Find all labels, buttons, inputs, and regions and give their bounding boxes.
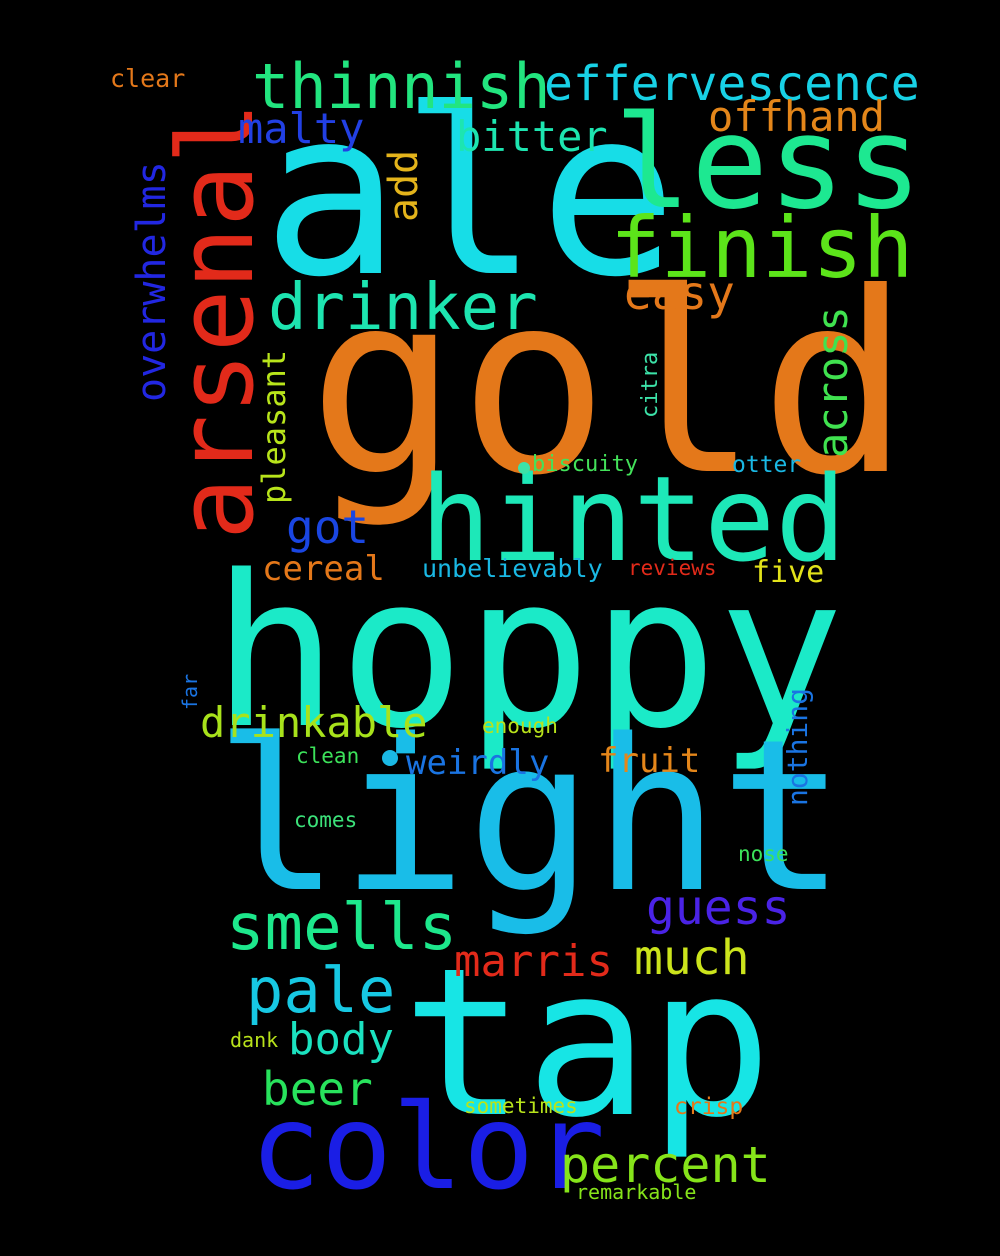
word-body: body <box>288 1014 394 1065</box>
word-offhand: offhand <box>708 92 886 141</box>
word-percent: percent <box>560 1136 771 1194</box>
word-guess: guess <box>646 880 791 936</box>
word-reviews: reviews <box>628 556 717 580</box>
word-marris: marris <box>454 936 613 987</box>
word-smells: smells <box>226 891 458 965</box>
word-bitter: bitter <box>456 112 608 161</box>
word-far: far <box>178 673 202 710</box>
word-pale: pale <box>246 954 396 1027</box>
word-drinker: drinker <box>268 271 538 345</box>
word-sometimes: sometimes <box>464 1094 578 1118</box>
word-easy: easy <box>624 266 735 320</box>
word-overwhelms: overwhelms <box>129 161 175 402</box>
word-thinnish: thinnish <box>252 50 551 123</box>
word-pleasant: pleasant <box>255 349 293 504</box>
word-weirdly: weirdly <box>406 743 550 783</box>
word-add: add <box>381 149 427 222</box>
word-crisp: crisp <box>674 1094 744 1120</box>
word-enough: enough <box>482 714 558 738</box>
word-unbelievably: unbelievably <box>422 554 603 583</box>
word-fruit: fruit <box>598 741 701 781</box>
dot-marker <box>518 462 530 474</box>
word-hinted: hinted <box>420 450 847 588</box>
word-effervescence: effervescence <box>544 56 920 112</box>
word-less: less <box>614 89 923 238</box>
word-dank: dank <box>230 1028 279 1052</box>
word-ale: ale <box>262 61 678 328</box>
word-remarkable: remarkable <box>576 1180 697 1204</box>
word-gold: gold <box>308 239 911 530</box>
word-comes: comes <box>294 808 358 832</box>
word-biscuity: biscuity <box>532 452 638 477</box>
word-malty: malty <box>238 104 365 153</box>
word-nothing: nothing <box>781 687 814 806</box>
word-got: got <box>286 500 370 554</box>
word-otter: otter <box>732 452 802 478</box>
word-beer: beer <box>262 1062 373 1116</box>
word-color: color <box>250 1078 606 1216</box>
word-clear: clear <box>110 64 186 93</box>
word-cereal: cereal <box>262 549 385 589</box>
word-hoppy: hoppy <box>212 530 845 775</box>
dot-marker <box>382 750 398 766</box>
word-five: five <box>752 555 825 590</box>
word-much: much <box>634 930 750 986</box>
word-tap: tap <box>402 925 773 1163</box>
word-drinkable: drinkable <box>200 698 428 747</box>
word-citra: citra <box>638 351 663 418</box>
word-nose: nose <box>738 842 789 866</box>
word-finish: finish <box>610 199 914 297</box>
word-arsenal: arsenal <box>155 101 277 540</box>
word-clean: clean <box>296 744 360 768</box>
word-across: across <box>808 306 857 458</box>
word-light: light <box>214 694 847 939</box>
